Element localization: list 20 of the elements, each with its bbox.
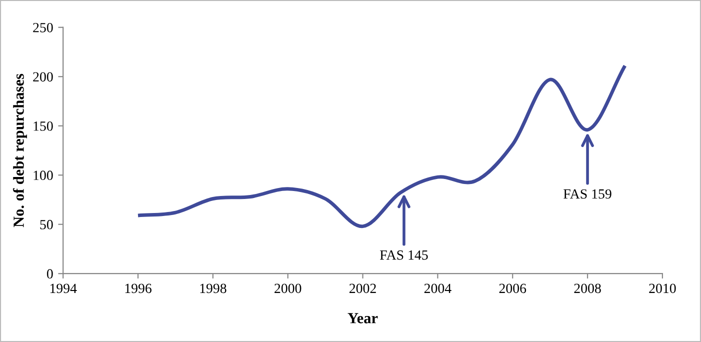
x-tick-label: 2004 <box>424 284 452 294</box>
x-tick-label: 1996 <box>125 284 152 294</box>
annotation: FAS 159 <box>564 189 612 199</box>
y-tick-label: 150 <box>34 121 53 131</box>
y-tick-label: 0 <box>46 269 53 279</box>
x-tick-label: 2010 <box>649 284 676 294</box>
y-tick-label: 100 <box>34 170 53 180</box>
y-tick-label: 50 <box>40 220 53 230</box>
y-tick-label: 250 <box>33 22 53 32</box>
y-tick-label: 200 <box>33 72 53 82</box>
x-tick-label: 2006 <box>499 284 526 294</box>
x-axis-title: Year <box>348 313 378 324</box>
x-tick-label: 2002 <box>349 284 376 294</box>
x-tick-label: 2000 <box>274 284 302 294</box>
annotation: FAS 145 <box>380 250 428 260</box>
x-tick-label: 1998 <box>200 284 226 294</box>
y-axis-title: No. of debt repurchases <box>12 74 27 228</box>
x-tick-label: 1994 <box>50 284 77 294</box>
x-tick-label: 2008 <box>574 284 601 294</box>
line-series <box>136 64 627 228</box>
